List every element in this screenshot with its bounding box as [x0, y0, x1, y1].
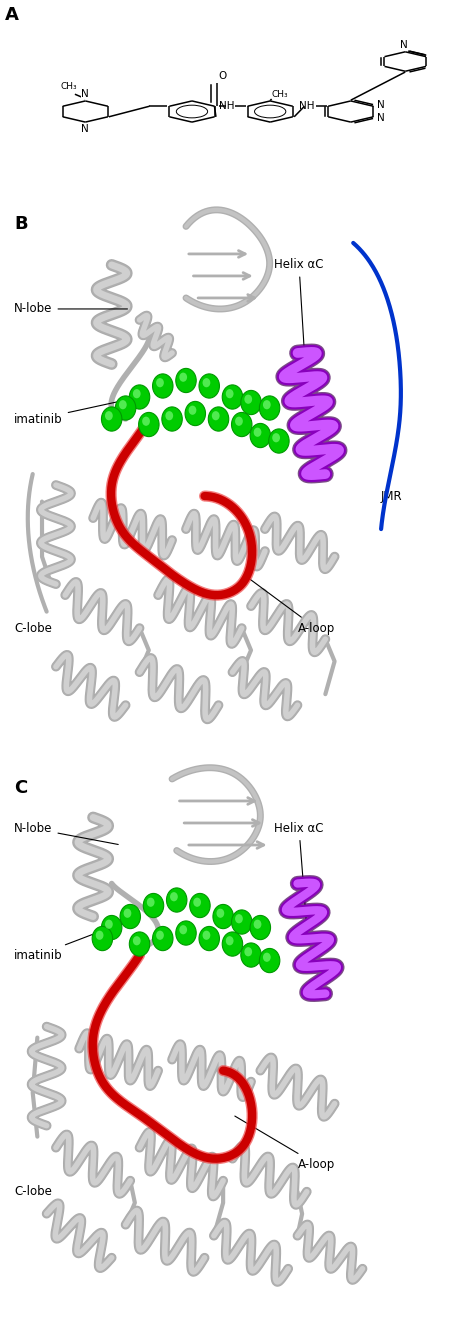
Circle shape [120, 904, 140, 928]
Circle shape [153, 374, 173, 398]
Circle shape [170, 892, 178, 902]
Text: N: N [377, 113, 385, 123]
Text: C-lobe: C-lobe [14, 1185, 52, 1199]
Circle shape [254, 920, 262, 928]
Text: imatinib: imatinib [14, 398, 137, 426]
Circle shape [142, 416, 150, 426]
Circle shape [213, 904, 233, 928]
Circle shape [115, 396, 136, 420]
Text: A-loop: A-loop [235, 1116, 335, 1171]
Text: CH₃: CH₃ [272, 90, 288, 98]
Text: imatinib: imatinib [14, 918, 137, 961]
Text: Helix αC: Helix αC [274, 259, 324, 389]
Text: O: O [218, 72, 227, 81]
Circle shape [147, 898, 155, 907]
Circle shape [101, 407, 122, 431]
Circle shape [179, 373, 187, 382]
Circle shape [235, 914, 243, 923]
Text: N-lobe: N-lobe [14, 822, 118, 845]
Circle shape [269, 428, 289, 453]
Text: A: A [5, 5, 18, 24]
Text: N: N [377, 101, 385, 110]
Circle shape [208, 407, 229, 431]
Circle shape [231, 412, 252, 436]
Circle shape [96, 931, 103, 940]
Circle shape [165, 411, 173, 420]
Circle shape [105, 411, 113, 420]
Circle shape [272, 434, 280, 443]
Text: A-loop: A-loop [244, 574, 335, 635]
Circle shape [222, 385, 243, 410]
Circle shape [254, 427, 262, 436]
Circle shape [202, 378, 210, 387]
Circle shape [156, 378, 164, 387]
Text: CH₃: CH₃ [61, 82, 78, 90]
Text: NH: NH [219, 101, 234, 111]
Circle shape [199, 374, 219, 398]
Circle shape [129, 385, 150, 410]
Circle shape [138, 412, 159, 436]
Circle shape [105, 920, 113, 928]
Text: N: N [82, 89, 89, 98]
Text: C: C [14, 778, 27, 797]
Circle shape [250, 423, 271, 448]
Text: B: B [14, 215, 28, 233]
Text: Helix αC: Helix αC [274, 822, 324, 924]
Circle shape [226, 389, 234, 398]
Circle shape [156, 931, 164, 940]
Circle shape [101, 915, 122, 940]
Circle shape [166, 888, 187, 912]
Circle shape [217, 908, 224, 918]
Circle shape [259, 948, 280, 973]
Circle shape [245, 947, 252, 956]
Text: NH: NH [300, 101, 315, 111]
Circle shape [133, 389, 141, 398]
Circle shape [190, 894, 210, 918]
Circle shape [193, 898, 201, 907]
Circle shape [133, 936, 141, 945]
Circle shape [222, 932, 243, 956]
Circle shape [179, 926, 187, 935]
Circle shape [231, 910, 252, 934]
Text: JMR: JMR [381, 489, 403, 503]
Circle shape [92, 927, 113, 951]
Circle shape [226, 936, 234, 945]
Circle shape [212, 411, 219, 420]
Circle shape [124, 908, 131, 918]
Circle shape [119, 400, 127, 410]
Circle shape [199, 927, 219, 951]
Text: N-lobe: N-lobe [14, 302, 128, 316]
Circle shape [259, 396, 280, 420]
Circle shape [250, 915, 271, 940]
Circle shape [241, 943, 261, 967]
Circle shape [241, 390, 261, 415]
Circle shape [263, 400, 271, 410]
Circle shape [263, 952, 271, 961]
Circle shape [176, 922, 196, 945]
Text: N: N [400, 40, 408, 50]
Circle shape [235, 416, 243, 426]
Circle shape [202, 931, 210, 940]
Circle shape [189, 406, 196, 415]
Text: C-lobe: C-lobe [14, 622, 52, 635]
Circle shape [129, 932, 150, 956]
Circle shape [176, 369, 196, 392]
Circle shape [245, 395, 252, 404]
Circle shape [153, 927, 173, 951]
Circle shape [143, 894, 164, 918]
Circle shape [162, 407, 182, 431]
Text: N: N [82, 125, 89, 134]
Circle shape [185, 402, 206, 426]
